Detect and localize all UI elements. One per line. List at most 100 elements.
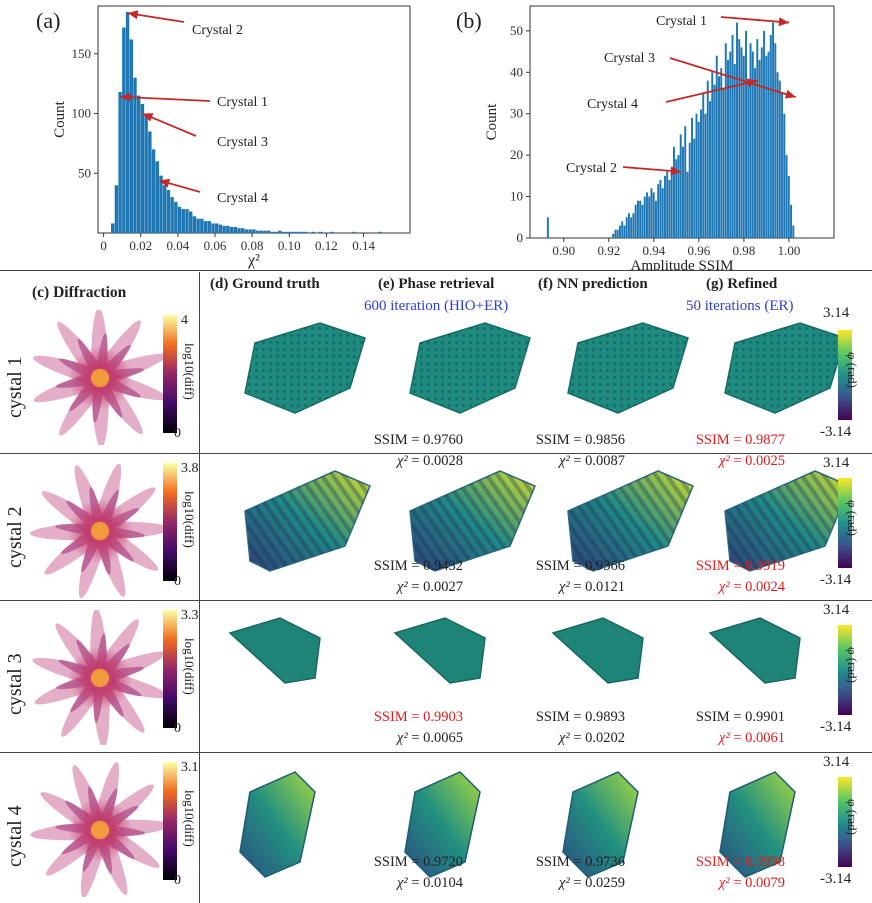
histogram-bar bbox=[776, 72, 779, 239]
g-ssim-value: SSIM = 0.9877 bbox=[695, 432, 785, 448]
f-chi2-value: χ² = 0.0121 bbox=[558, 579, 625, 595]
histogram-bar bbox=[218, 224, 223, 233]
histogram-bar bbox=[749, 43, 752, 239]
histogram-bar bbox=[163, 185, 167, 233]
x-tick-label: 0.96 bbox=[688, 243, 711, 258]
histogram-bar bbox=[682, 146, 684, 238]
phase-colorbar-max: 3.14 bbox=[823, 305, 850, 321]
phase-colorbar-label: φ (rad) bbox=[845, 647, 860, 684]
histogram-bar bbox=[738, 39, 741, 239]
histogram-bar bbox=[267, 230, 271, 233]
diff-colorbar-min: 0 bbox=[174, 574, 181, 589]
histogram-bar bbox=[627, 213, 630, 238]
f-ssim-value: SSIM = 0.9736 bbox=[535, 854, 625, 870]
histogram-bar bbox=[207, 221, 211, 233]
histogram-bar bbox=[118, 92, 122, 233]
histogram-bar bbox=[729, 51, 732, 239]
crystal-annotation: Crystal 1 bbox=[217, 95, 268, 110]
e-ssim-value: SSIM = 0.9720 bbox=[373, 854, 463, 870]
histogram-bar bbox=[679, 134, 682, 238]
header-refined: (g) Refined bbox=[706, 276, 778, 292]
histogram-bar bbox=[137, 95, 141, 234]
panel-label: (b) bbox=[456, 8, 482, 33]
crystal-annotation: Crystal 2 bbox=[192, 23, 243, 38]
histogram-bar bbox=[659, 180, 662, 238]
histogram-bar bbox=[200, 218, 204, 233]
diff-colorbar-min: 0 bbox=[174, 426, 181, 441]
histogram-bar bbox=[122, 27, 126, 233]
histogram-bar bbox=[763, 30, 766, 238]
histogram-bar bbox=[666, 171, 669, 238]
histogram-bar bbox=[792, 225, 795, 238]
crystal-row-label: cystal 3 bbox=[4, 653, 26, 715]
crystal-annotation: Crystal 3 bbox=[217, 135, 268, 150]
diff-colorbar-max: 3.1 bbox=[181, 760, 199, 775]
phase-colorbar-max: 3.14 bbox=[823, 455, 850, 471]
y-tick-label: 10 bbox=[510, 189, 523, 204]
annotation-arrow bbox=[120, 95, 211, 102]
histogram-bar bbox=[706, 80, 709, 238]
refined-phase bbox=[719, 771, 796, 878]
histogram-bar bbox=[144, 113, 148, 233]
histogram-bar bbox=[229, 227, 234, 233]
nn-prediction-phase bbox=[562, 771, 639, 878]
histogram-bar bbox=[166, 189, 171, 233]
histogram-bar bbox=[724, 43, 727, 239]
x-tick-label: 1.00 bbox=[778, 243, 801, 258]
nn-prediction-phase bbox=[567, 322, 689, 414]
histogram-bar bbox=[733, 64, 736, 238]
histogram-bar bbox=[270, 231, 275, 233]
histogram-bar bbox=[237, 228, 241, 233]
phase-retrieval-phase bbox=[409, 470, 536, 572]
top-divider bbox=[0, 270, 872, 271]
histogram-bar bbox=[634, 204, 637, 238]
row-divider-3 bbox=[0, 752, 872, 753]
x-tick-label: 0.10 bbox=[278, 238, 301, 253]
histogram-bar bbox=[636, 200, 639, 238]
x-axis-label: χ² bbox=[247, 252, 260, 269]
f-ssim-value: SSIM = 0.9366 bbox=[535, 558, 625, 574]
diffraction-colorbar bbox=[163, 315, 177, 433]
refined-phase bbox=[724, 470, 851, 572]
histogram-bar bbox=[672, 146, 675, 238]
histogram-bar bbox=[278, 230, 282, 233]
histogram-bar bbox=[767, 51, 770, 239]
phase-colorbar-max: 3.14 bbox=[823, 602, 850, 618]
histogram-bar bbox=[285, 231, 289, 233]
ground-truth-phase bbox=[228, 617, 321, 684]
phase-retrieval-phase bbox=[404, 771, 481, 878]
histogram-bar bbox=[632, 213, 635, 238]
f-chi2-value: χ² = 0.0259 bbox=[558, 875, 625, 891]
histogram-bar bbox=[300, 231, 304, 233]
histogram-bar bbox=[695, 113, 698, 238]
histogram-bar bbox=[252, 229, 256, 233]
crystal-row-label: cystal 2 bbox=[4, 506, 26, 568]
e-ssim-value: SSIM = 0.9903 bbox=[373, 709, 463, 725]
row-divider-1 bbox=[0, 453, 872, 454]
histogram-bar bbox=[133, 77, 137, 234]
histogram-bar bbox=[293, 231, 297, 233]
y-tick-label: 0 bbox=[517, 230, 524, 245]
histogram-bar bbox=[170, 197, 174, 233]
histogram-bar bbox=[675, 159, 678, 238]
histogram-bar bbox=[765, 55, 768, 238]
histogram-bar bbox=[296, 231, 301, 233]
g-chi2-value: χ² = 0.0024 bbox=[718, 579, 785, 595]
ground-truth-phase bbox=[244, 322, 366, 414]
arrow-head bbox=[670, 166, 681, 176]
f-ssim-value: SSIM = 0.9893 bbox=[535, 709, 625, 725]
histogram-bar bbox=[740, 47, 743, 238]
diff-colorbar-max: 3.3 bbox=[181, 608, 199, 623]
histogram-bar bbox=[181, 209, 185, 233]
y-tick-label: 50 bbox=[510, 23, 523, 38]
diff-colorbar-label: log10(diff) bbox=[182, 343, 197, 400]
histogram-bar bbox=[650, 188, 653, 238]
f-chi2-value: χ² = 0.0202 bbox=[558, 730, 625, 746]
e-chi2-value: χ² = 0.0104 bbox=[396, 875, 463, 891]
diffraction-image bbox=[30, 762, 170, 897]
histogram-bar bbox=[670, 167, 673, 238]
histogram-bar bbox=[700, 109, 702, 238]
histogram-bar bbox=[125, 11, 130, 234]
histogram-bar bbox=[248, 229, 252, 233]
histogram-bar bbox=[211, 223, 215, 233]
